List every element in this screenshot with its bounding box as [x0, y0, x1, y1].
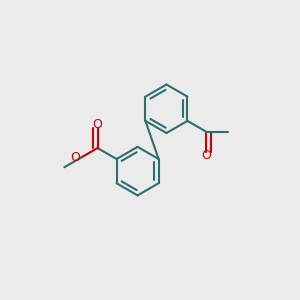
Text: O: O: [70, 151, 80, 164]
Text: O: O: [202, 149, 212, 162]
Text: O: O: [93, 118, 103, 130]
